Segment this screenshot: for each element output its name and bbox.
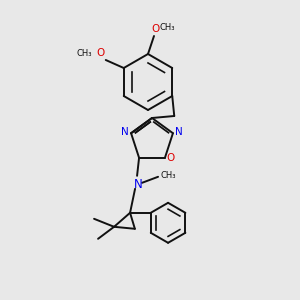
Text: CH₃: CH₃	[159, 23, 175, 32]
Text: O: O	[167, 153, 175, 163]
Text: CH₃: CH₃	[76, 49, 92, 58]
Text: O: O	[97, 48, 105, 58]
Text: N: N	[121, 127, 129, 137]
Text: N: N	[175, 127, 183, 137]
Text: O: O	[151, 24, 159, 34]
Text: N: N	[134, 178, 142, 191]
Text: CH₃: CH₃	[160, 171, 176, 180]
